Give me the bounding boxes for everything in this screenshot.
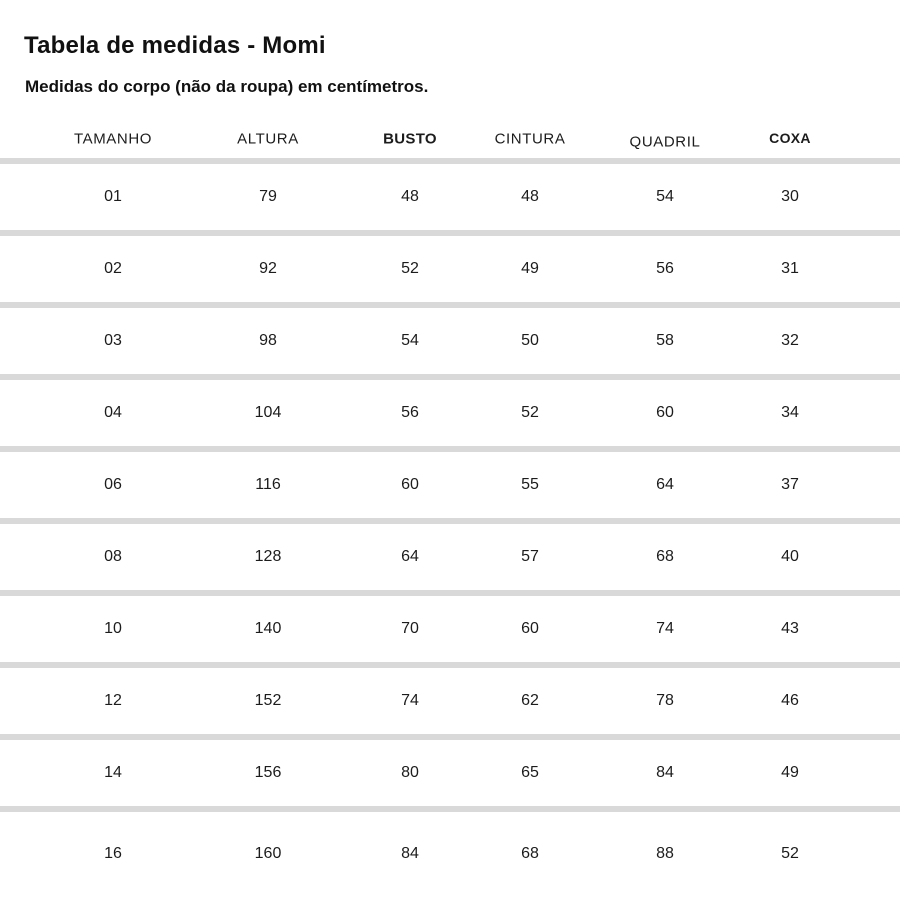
table-cell: 49: [521, 260, 539, 277]
table-cell: 74: [656, 620, 674, 637]
table-cell: 98: [259, 332, 277, 349]
table-cell: 10: [104, 620, 122, 637]
table-cell: 56: [401, 404, 419, 421]
table-cell: 30: [781, 188, 799, 205]
table-cell: 156: [254, 764, 282, 781]
table-cell: 74: [401, 692, 419, 709]
table-cell: 92: [259, 260, 277, 277]
measurements-table: TAMANHO ALTURA BUSTO CINTURA QUADRIL COXA 01 7…: [0, 120, 900, 895]
table-cell: 116: [255, 476, 281, 493]
table-cell: 43: [781, 620, 799, 637]
table-cell: 50: [521, 332, 539, 349]
table-cell: 32: [781, 332, 799, 349]
table-cell: 02: [104, 260, 122, 277]
table-cell: 68: [656, 548, 674, 565]
table-cell: 52: [401, 260, 419, 277]
table-row: 06 116 60 55 64 37: [0, 446, 900, 518]
table-row: 14 156 80 65 84 49: [0, 734, 900, 806]
table-row: 16 160 84 68 88 52: [0, 806, 900, 895]
table-cell: 01: [104, 188, 122, 205]
column-header-cintura: CINTURA: [494, 130, 566, 148]
table-row: 10 140 70 60 74 43: [0, 590, 900, 662]
table-cell: 55: [521, 476, 539, 493]
page-title: Tabela de medidas - Momi: [24, 32, 326, 59]
table-cell: 48: [401, 188, 419, 205]
column-header-tamanho: TAMANHO: [73, 130, 153, 148]
table-cell: 46: [781, 692, 799, 709]
table-row: 12 152 74 62 78 46: [0, 662, 900, 734]
table-cell: 60: [401, 476, 419, 493]
table-cell: 84: [401, 844, 419, 862]
table-cell: 16: [104, 844, 122, 862]
page-subtitle: Medidas do corpo (não da roupa) em centí…: [25, 77, 429, 96]
table-cell: 57: [521, 548, 539, 565]
table-cell: 48: [521, 188, 539, 205]
table-body: 01 79 48 48 54 30 02 92 52 49 56 31 03 98 54 50 58 32 04 10…: [0, 158, 900, 895]
table-cell: 84: [656, 764, 674, 781]
table-cell: 79: [259, 188, 277, 205]
table-row: 04 104 56 52 60 34: [0, 374, 900, 446]
column-header-quadril: QUADRIL: [629, 133, 701, 151]
table-cell: 52: [781, 844, 799, 862]
table-header-row: TAMANHO ALTURA BUSTO CINTURA QUADRIL COXA: [0, 120, 900, 158]
table-cell: 40: [781, 548, 799, 565]
table-cell: 08: [104, 548, 122, 565]
table-cell: 06: [104, 476, 122, 493]
table-cell: 04: [104, 404, 122, 421]
table-cell: 60: [521, 620, 539, 637]
column-header-coxa: COXA: [769, 130, 811, 146]
table-cell: 52: [521, 404, 539, 421]
table-row: 02 92 52 49 56 31: [0, 230, 900, 302]
table-row: 01 79 48 48 54 30: [0, 158, 900, 230]
table-row: 08 128 64 57 68 40: [0, 518, 900, 590]
table-cell: 60: [656, 404, 674, 421]
table-cell: 58: [656, 332, 674, 349]
table-cell: 54: [656, 188, 674, 205]
table-cell: 88: [656, 844, 674, 862]
table-row: 03 98 54 50 58 32: [0, 302, 900, 374]
table-cell: 14: [104, 764, 122, 781]
table-cell: 56: [656, 260, 674, 277]
table-cell: 54: [401, 332, 419, 349]
table-cell: 70: [401, 620, 419, 637]
column-header-altura: ALTURA: [237, 130, 299, 148]
table-cell: 152: [254, 692, 282, 709]
table-cell: 64: [401, 548, 419, 565]
table-cell: 80: [401, 764, 419, 781]
table-cell: 34: [781, 404, 799, 421]
table-cell: 68: [521, 844, 539, 862]
table-cell: 37: [781, 476, 799, 493]
table-cell: 49: [781, 764, 799, 781]
column-header-busto: BUSTO: [383, 130, 437, 148]
table-cell: 62: [521, 692, 539, 709]
table-cell: 104: [254, 404, 282, 421]
table-cell: 78: [656, 692, 674, 709]
table-cell: 03: [104, 332, 122, 349]
table-cell: 128: [254, 548, 282, 565]
table-cell: 65: [521, 764, 539, 781]
table-cell: 12: [104, 692, 122, 709]
table-cell: 64: [656, 476, 674, 493]
table-cell: 31: [781, 260, 799, 277]
table-cell: 140: [254, 620, 282, 637]
table-cell: 160: [254, 844, 282, 862]
